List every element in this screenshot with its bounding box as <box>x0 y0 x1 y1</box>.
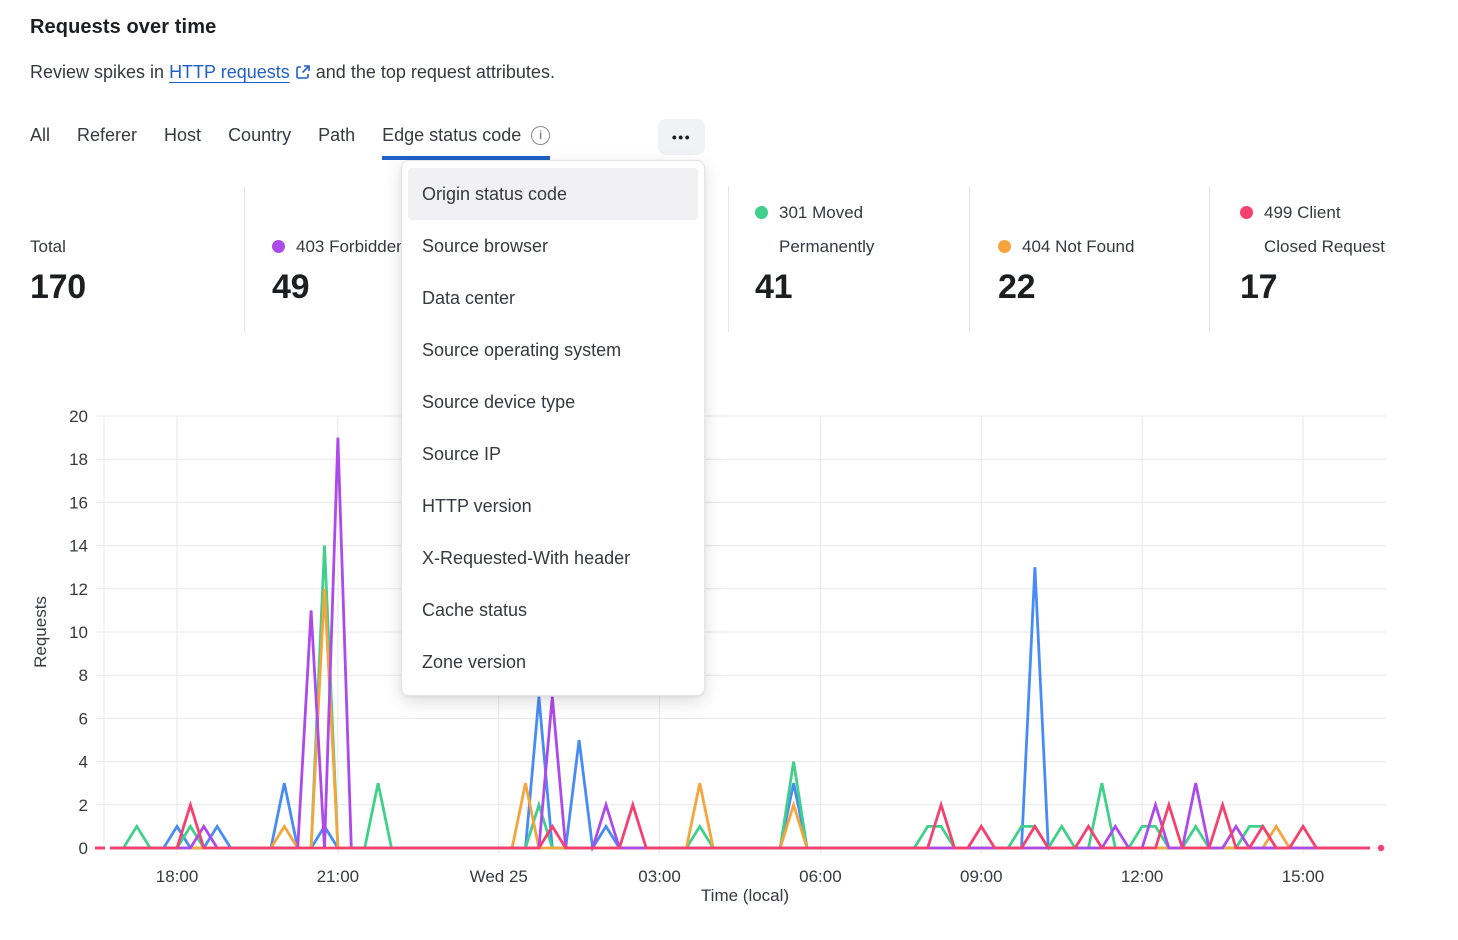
stat-value: 49 <box>272 268 310 306</box>
requests-chart[interactable]: 0 2 4 6 8 10 12 14 16 18 20 18:00 21:00 Wed 25 03:00 06… <box>0 400 1458 940</box>
menu-item-x-requested-with-header[interactable]: X-Requested-With header <box>422 547 631 568</box>
y-tick-label: 16 <box>69 493 88 512</box>
x-tick-label: 21:00 <box>317 867 360 886</box>
tab-edge-status-code[interactable]: Edge status code i <box>382 123 551 160</box>
y-tick-label: 0 <box>79 839 88 858</box>
tab-path[interactable]: Path <box>318 125 356 145</box>
y-tick-label: 12 <box>69 580 88 599</box>
y-tick-label: 4 <box>79 753 88 772</box>
stat-label: 403 Forbidden <box>296 237 406 256</box>
tab-referer[interactable]: Referer <box>77 125 138 145</box>
series-end-dot <box>1377 844 1385 852</box>
stat-divider <box>1209 186 1210 332</box>
series-line-purple <box>110 437 1370 850</box>
menu-item-zone-version[interactable]: Zone version <box>422 651 527 672</box>
subtitle-prefix: Review spikes in <box>30 62 170 82</box>
attribute-tabs: All Referer Host Country Path Edge statu… <box>30 123 551 160</box>
subtitle-suffix: and the top request attributes. <box>310 62 555 82</box>
attribute-dropdown-menu: Origin status code Source browser Data c… <box>401 160 705 696</box>
stat-label: 404 Not Found <box>1022 237 1135 256</box>
series-line-pink <box>110 800 1370 850</box>
http-requests-link[interactable]: HTTP requests <box>169 62 290 82</box>
y-tick-label: 10 <box>69 623 88 642</box>
menu-item-source-ip[interactable]: Source IP <box>422 443 502 464</box>
legend-dot-404 <box>998 240 1011 253</box>
x-tick-label: 12:00 <box>1121 867 1164 886</box>
x-tick-label: 15:00 <box>1282 867 1325 886</box>
stat-value: 41 <box>755 268 793 306</box>
stat-value: 170 <box>30 268 86 306</box>
x-axis-title: Time (local) <box>701 886 789 905</box>
tabs-overflow-button[interactable]: ••• <box>658 119 705 155</box>
page-subtitle: Review spikes in HTTP requests and the t… <box>30 62 555 83</box>
y-tick-label: 18 <box>69 450 88 469</box>
tab-host[interactable]: Host <box>164 125 202 145</box>
stat-label: 499 Client Closed Request <box>1264 203 1385 256</box>
stat-label: Total <box>30 237 66 256</box>
y-tick-label: 8 <box>79 666 88 685</box>
stat-301-moved-permanently: 301 Moved Permanently 41 <box>755 196 909 307</box>
x-tick-label: 06:00 <box>799 867 842 886</box>
stat-value: 17 <box>1240 268 1278 306</box>
stat-value: 22 <box>998 268 1036 306</box>
y-tick-label: 6 <box>79 709 88 728</box>
stat-403-forbidden: 403 Forbidden 49 <box>272 196 406 307</box>
y-tick-label: 20 <box>69 407 88 426</box>
external-link-icon <box>295 65 310 79</box>
x-tick-label: 18:00 <box>156 867 199 886</box>
stat-divider <box>969 186 970 332</box>
legend-dot-499 <box>1240 206 1253 219</box>
legend-dot-301 <box>755 206 768 219</box>
menu-item-source-browser[interactable]: Source browser <box>422 235 549 256</box>
stat-divider <box>728 186 729 332</box>
stat-divider <box>244 186 245 332</box>
y-tick-label: 2 <box>79 796 88 815</box>
stat-label: 301 Moved Permanently <box>779 203 875 256</box>
tab-edge-status-code-label: Edge status code <box>382 125 522 145</box>
stat-total: Total 170 <box>30 196 86 307</box>
info-icon[interactable]: i <box>531 125 551 145</box>
menu-item-origin-status-code[interactable]: Origin status code <box>408 168 698 220</box>
x-tick-label: 09:00 <box>960 867 1003 886</box>
menu-item-source-operating-system[interactable]: Source operating system <box>422 339 622 360</box>
stat-499-client-closed-request: 499 Client Closed Request 17 <box>1240 196 1396 307</box>
page-title: Requests over time <box>30 16 217 38</box>
stat-404-not-found: 404 Not Found 22 <box>998 196 1134 307</box>
menu-item-data-center[interactable]: Data center <box>422 287 516 308</box>
y-tick-label: 14 <box>69 537 88 556</box>
menu-item-source-device-type[interactable]: Source device type <box>422 391 576 412</box>
x-tick-label: 03:00 <box>638 867 681 886</box>
tab-all[interactable]: All <box>30 125 51 145</box>
y-axis-title: Requests <box>31 596 50 668</box>
menu-item-cache-status[interactable]: Cache status <box>422 599 528 620</box>
tab-country[interactable]: Country <box>228 125 292 145</box>
legend-dot-403 <box>272 240 285 253</box>
x-tick-label: Wed 25 <box>470 867 528 886</box>
menu-item-http-version[interactable]: HTTP version <box>422 495 532 516</box>
ellipsis-icon: ••• <box>671 129 692 145</box>
